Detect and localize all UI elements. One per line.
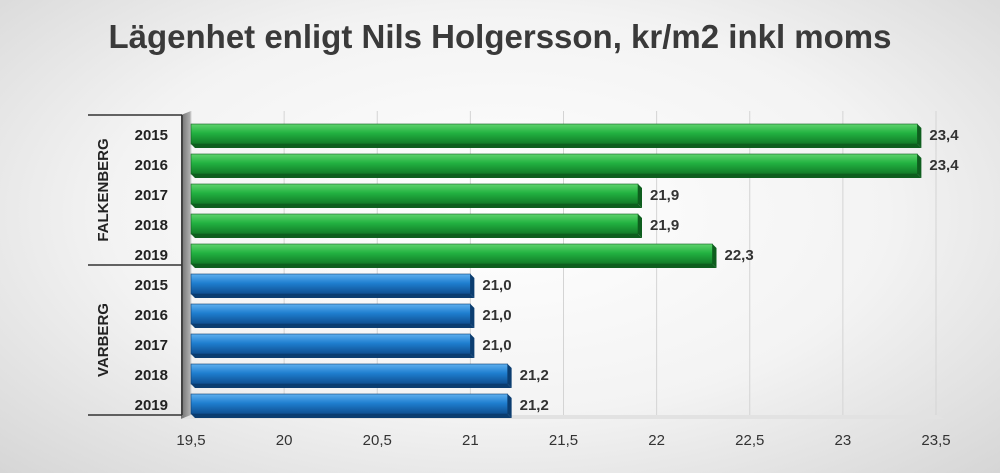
- category-label: 2019: [135, 397, 168, 414]
- axis-wall: [181, 111, 191, 419]
- bar: [190, 213, 639, 235]
- bar-depth-bottom: [191, 204, 642, 208]
- bar-depth-bottom: [191, 324, 475, 328]
- bar: [190, 303, 471, 325]
- bar: [190, 243, 713, 265]
- category-label: 2018: [135, 367, 168, 384]
- x-tick-label: 20,5: [363, 432, 392, 449]
- data-label: 21,0: [482, 307, 511, 324]
- bar: [190, 123, 918, 145]
- x-tick-label: 21,5: [549, 432, 578, 449]
- bar-depth: [917, 154, 922, 178]
- bar: [190, 393, 508, 415]
- data-label: 21,9: [650, 217, 679, 234]
- bar-depth: [917, 124, 922, 148]
- x-tick-label: 20: [276, 432, 293, 449]
- bar-depth-bottom: [191, 234, 642, 238]
- category-label: 2016: [135, 307, 168, 324]
- bar-depth: [507, 394, 512, 418]
- x-tick-label: 19,5: [176, 432, 205, 449]
- category-label: 2018: [135, 217, 168, 234]
- category-label: 2017: [135, 187, 168, 204]
- category-label: 2019: [135, 247, 168, 264]
- data-label: 21,9: [650, 187, 679, 204]
- bar-depth-bottom: [191, 144, 922, 148]
- bar-depth: [470, 304, 475, 328]
- bar-depth: [638, 184, 642, 208]
- data-label: 22,3: [725, 247, 754, 264]
- chart-title: Lägenhet enligt Nils Holgersson, kr/m2 i…: [108, 18, 892, 55]
- data-label: 21,2: [520, 397, 549, 414]
- bar-depth-bottom: [191, 384, 512, 388]
- data-label: 23,4: [929, 127, 959, 144]
- category-label: 2017: [135, 337, 168, 354]
- category-label: 2015: [135, 277, 168, 294]
- x-tick-label: 22,5: [735, 432, 764, 449]
- bar: [190, 363, 508, 385]
- bar-depth: [470, 334, 475, 358]
- bar: [190, 183, 639, 205]
- data-label: 21,2: [520, 367, 549, 384]
- bar-depth-bottom: [191, 174, 922, 178]
- x-tick-label: 22: [648, 432, 665, 449]
- bar-depth: [638, 214, 642, 238]
- bar: [190, 333, 471, 355]
- x-tick-label: 23,5: [921, 432, 950, 449]
- bar-depth-bottom: [191, 414, 512, 418]
- bar-depth: [470, 274, 475, 298]
- data-label: 21,0: [482, 277, 511, 294]
- group-label: VARBERG: [95, 303, 112, 377]
- x-tick-label: 23: [835, 432, 852, 449]
- bar: [190, 273, 471, 295]
- bar-depth-bottom: [191, 264, 717, 268]
- category-label: 2015: [135, 127, 168, 144]
- bar-depth-bottom: [191, 354, 475, 358]
- group-label: FALKENBERG: [95, 138, 112, 241]
- data-label: 23,4: [929, 157, 959, 174]
- bar-depth: [507, 364, 512, 388]
- category-label: 2016: [135, 157, 168, 174]
- bar-depth: [712, 244, 717, 268]
- bar-depth-bottom: [191, 294, 475, 298]
- bar: [190, 153, 918, 175]
- x-tick-label: 21: [462, 432, 479, 449]
- data-label: 21,0: [482, 337, 511, 354]
